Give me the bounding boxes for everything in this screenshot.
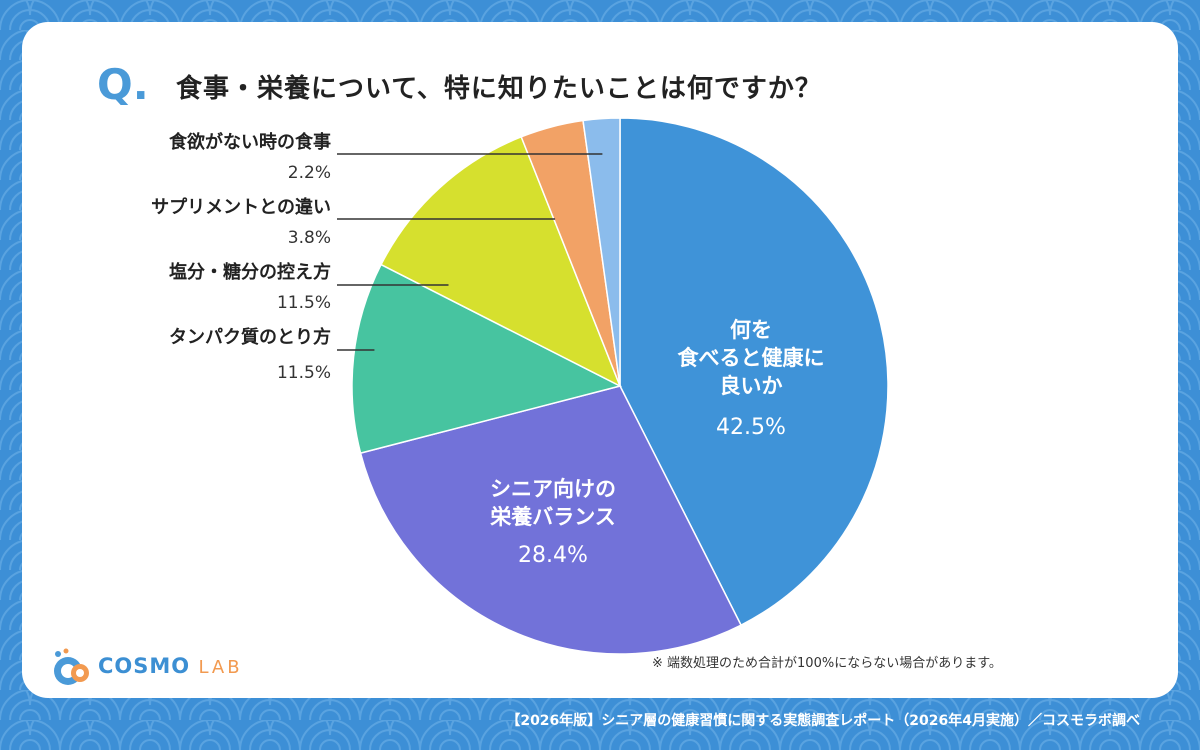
pie-slice-0 <box>619 117 889 627</box>
rounding-note: ※ 端数処理のため合計が100%にならない場合があります。 <box>652 656 1002 671</box>
pie-slice-5 <box>582 117 621 387</box>
logo-brand: COSMO <box>98 654 191 678</box>
logo-wordmark: COSMO LAB <box>98 654 243 678</box>
pie-slice-3 <box>380 135 622 388</box>
slice-value-4: 3.8% <box>288 228 331 248</box>
slice-label-5: 食欲がない時の食事 <box>168 131 331 153</box>
cosmo-lab-logo-icon <box>54 648 89 685</box>
slice-label-4: サプリメントとの違い <box>151 196 331 218</box>
slice-value-0: 42.5% <box>716 415 786 440</box>
slice-value-5: 2.2% <box>288 163 331 183</box>
q-letter: Q <box>97 60 133 109</box>
logo-suffix: LAB <box>198 657 243 678</box>
slice-label-1-line-1: 栄養バランス <box>489 505 616 529</box>
slice-label-1-line-0: シニア向けの <box>490 477 616 501</box>
slice-value-1: 28.4% <box>518 543 588 568</box>
slice-label-0-line-2: 良いか <box>720 374 783 398</box>
slice-value-3: 11.5% <box>277 293 331 313</box>
question-mark-heading: Q. <box>97 64 149 106</box>
slice-label-0-line-0: 何を <box>730 318 772 342</box>
pie-slice-1 <box>359 385 743 655</box>
slice-value-2: 11.5% <box>277 363 331 383</box>
q-dot: . <box>132 60 149 109</box>
slice-label-2: タンパク質のとり方 <box>169 326 331 348</box>
slice-label-0-line-1: 食べると健康に <box>678 346 825 370</box>
pie-slice-2 <box>351 263 623 455</box>
footer-source: 【2026年版】シニア層の健康習慣に関する実態調査レポート（2026年4月実施）… <box>506 713 1140 729</box>
slice-label-3: 塩分・糖分の控え方 <box>169 261 331 283</box>
question-title: 食事・栄養について、特に知りたいことは何ですか？ <box>176 74 822 104</box>
